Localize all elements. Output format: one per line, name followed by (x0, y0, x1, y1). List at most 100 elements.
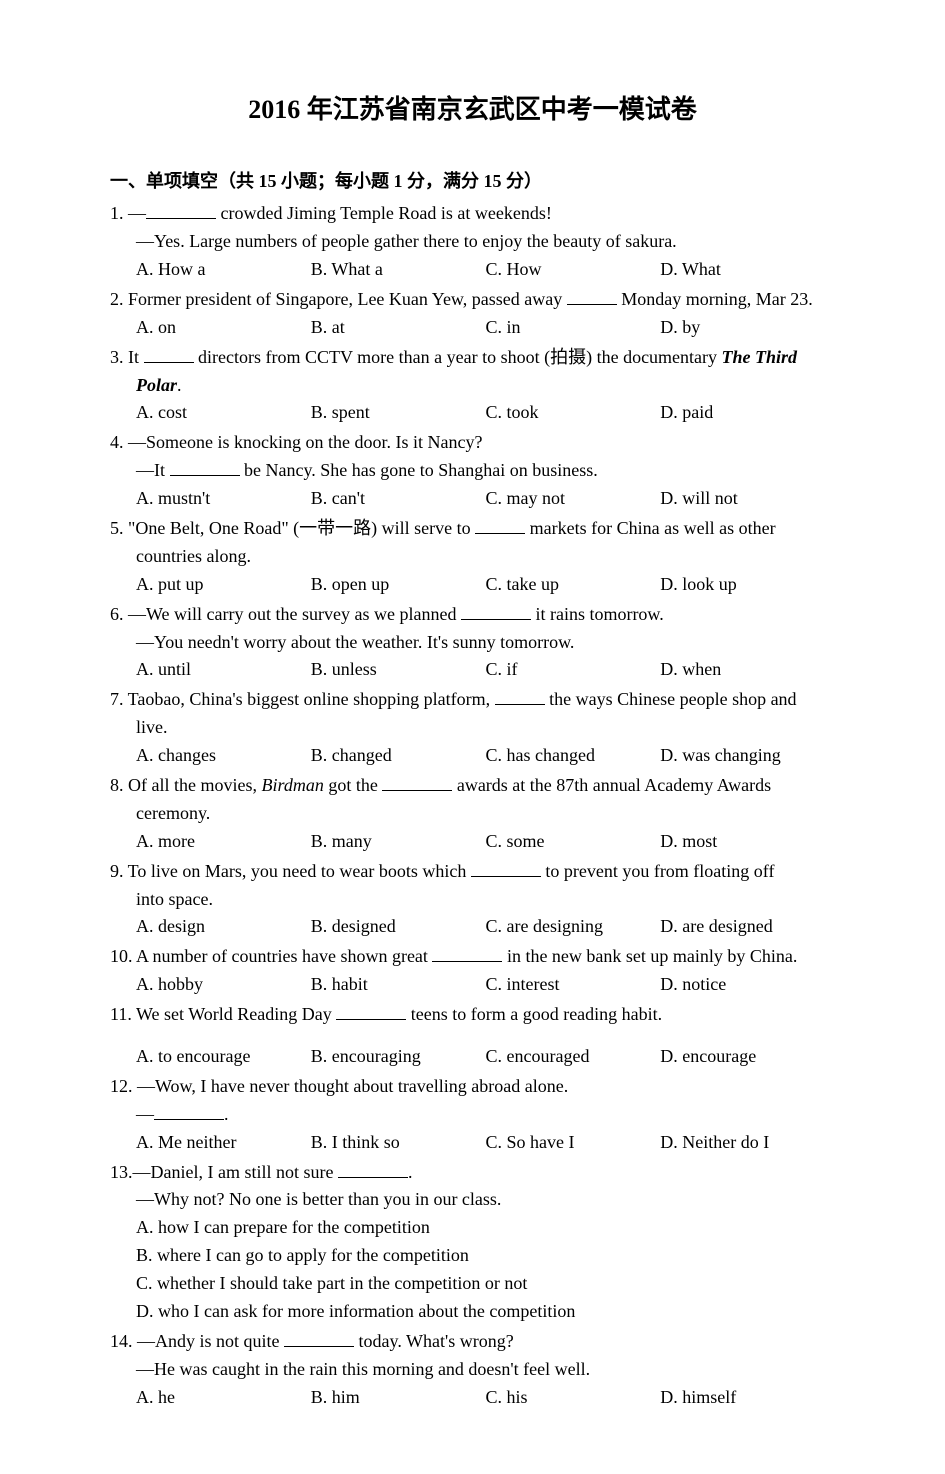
question-9: 9. To live on Mars, you need to wear boo… (110, 858, 835, 942)
q5-line2: countries along. (110, 543, 835, 571)
blank (154, 1101, 224, 1120)
blank (461, 601, 531, 620)
q9-text-b: to prevent you from floating off (541, 861, 775, 881)
q3-opt-b: B. spent (311, 399, 486, 427)
q6-text-a: 6. —We will carry out the survey as we p… (110, 604, 461, 624)
q8-options: A. more B. many C. some D. most (110, 828, 835, 856)
q12-opt-d: D. Neither do I (660, 1129, 835, 1157)
q14-line2: —He was caught in the rain this morning … (110, 1356, 835, 1384)
blank (567, 286, 617, 305)
q2-opt-d: D. by (660, 314, 835, 342)
q3-text-c: . (177, 375, 182, 395)
q3-text-a: 3. It (110, 347, 144, 367)
q4-opt-c: C. may not (486, 485, 661, 513)
q4-opt-d: D. will not (660, 485, 835, 513)
q11-options: A. to encourage B. encouraging C. encour… (110, 1043, 835, 1071)
q8-line1: 8. Of all the movies, Birdman got the aw… (110, 772, 835, 800)
blank (382, 772, 452, 791)
question-2: 2. Former president of Singapore, Lee Ku… (110, 286, 835, 342)
q7-text-b: the ways Chinese people shop and (545, 689, 797, 709)
q14-options: A. he B. him C. his D. himself (110, 1384, 835, 1412)
question-1: 1. — crowded Jiming Temple Road is at we… (110, 200, 835, 284)
q12-text-b: . (224, 1104, 229, 1124)
q7-opt-a: A. changes (136, 742, 311, 770)
q8-text-b: got the (324, 775, 383, 795)
q6-line1: 6. —We will carry out the survey as we p… (110, 601, 835, 629)
q9-opt-b: B. designed (311, 913, 486, 941)
q11-line1: 11. We set World Reading Day teens to fo… (110, 1001, 835, 1029)
q7-line2: live. (110, 714, 835, 742)
blank (284, 1328, 354, 1347)
q10-text-a: 10. A number of countries have shown gre… (110, 946, 432, 966)
question-11: 11. We set World Reading Day teens to fo… (110, 1001, 835, 1071)
q4-opt-b: B. can't (311, 485, 486, 513)
q9-opt-d: D. are designed (660, 913, 835, 941)
q12-line2: —. (110, 1101, 835, 1129)
q13-opt-c: C. whether I should take part in the com… (110, 1270, 835, 1298)
q8-opt-b: B. many (311, 828, 486, 856)
q11-text-a: 11. We set World Reading Day (110, 1004, 336, 1024)
q7-text-a: 7. Taobao, China's biggest online shoppi… (110, 689, 495, 709)
blank (336, 1001, 406, 1020)
q12-line1: 12. —Wow, I have never thought about tra… (110, 1073, 835, 1101)
question-7: 7. Taobao, China's biggest online shoppi… (110, 686, 835, 770)
q14-text-a: 14. —Andy is not quite (110, 1331, 284, 1351)
q6-opt-c: C. if (486, 656, 661, 684)
q14-text-b: today. What's wrong? (354, 1331, 514, 1351)
q5-opt-b: B. open up (311, 571, 486, 599)
q14-opt-b: B. him (311, 1384, 486, 1412)
q11-opt-c: C. encouraged (486, 1043, 661, 1071)
question-5: 5. "One Belt, One Road" (一带一路) will serv… (110, 515, 835, 599)
q10-text-b: in the new bank set up mainly by China. (502, 946, 797, 966)
q5-opt-a: A. put up (136, 571, 311, 599)
q12-text-a: — (136, 1104, 154, 1124)
q8-opt-d: D. most (660, 828, 835, 856)
question-14: 14. —Andy is not quite today. What's wro… (110, 1328, 835, 1412)
q5-text-b: markets for China as well as other (525, 518, 775, 538)
q6-text-b: it rains tomorrow. (531, 604, 664, 624)
q9-options: A. design B. designed C. are designing D… (110, 913, 835, 941)
q4-line1: 4. —Someone is knocking on the door. Is … (110, 429, 835, 457)
question-12: 12. —Wow, I have never thought about tra… (110, 1073, 835, 1157)
q6-options: A. until B. unless C. if D. when (110, 656, 835, 684)
q13-text-b: . (408, 1162, 413, 1182)
q10-opt-a: A. hobby (136, 971, 311, 999)
question-10: 10. A number of countries have shown gre… (110, 943, 835, 999)
blank (338, 1159, 408, 1178)
q7-opt-c: C. has changed (486, 742, 661, 770)
exam-title: 2016 年江苏省南京玄武区中考一模试卷 (110, 90, 835, 130)
q11-opt-d: D. encourage (660, 1043, 835, 1071)
q3-line2: Polar. (110, 372, 835, 400)
q13-opt-a: A. how I can prepare for the competition (110, 1214, 835, 1242)
q11-opt-b: B. encouraging (311, 1043, 486, 1071)
q3-opt-d: D. paid (660, 399, 835, 427)
blank (170, 457, 240, 476)
q1-opt-d: D. What (660, 256, 835, 284)
q9-line2: into space. (110, 886, 835, 914)
blank (144, 344, 194, 363)
q13-opt-b: B. where I can go to apply for the compe… (110, 1242, 835, 1270)
q12-opt-a: A. Me neither (136, 1129, 311, 1157)
blank (471, 858, 541, 877)
q6-opt-b: B. unless (311, 656, 486, 684)
q13-text-a: 13.—Daniel, I am still not sure (110, 1162, 338, 1182)
q7-line1: 7. Taobao, China's biggest online shoppi… (110, 686, 835, 714)
q1-text-a: 1. — (110, 203, 146, 223)
exam-page: 2016 年江苏省南京玄武区中考一模试卷 一、单项填空（共 15 小题；每小题 … (0, 0, 945, 1474)
q3-italic-2: Polar (136, 375, 177, 395)
q3-text-b: directors from CCTV more than a year to … (194, 347, 722, 367)
blank (475, 515, 525, 534)
q13-line2: —Why not? No one is better than you in o… (110, 1186, 835, 1214)
q8-text-a: 8. Of all the movies, (110, 775, 261, 795)
q14-line1: 14. —Andy is not quite today. What's wro… (110, 1328, 835, 1356)
q2-line1: 2. Former president of Singapore, Lee Ku… (110, 286, 835, 314)
q14-opt-a: A. he (136, 1384, 311, 1412)
spacer (110, 1029, 835, 1043)
q1-options: A. How a B. What a C. How D. What (110, 256, 835, 284)
q8-opt-a: A. more (136, 828, 311, 856)
q10-line1: 10. A number of countries have shown gre… (110, 943, 835, 971)
q4-opt-a: A. mustn't (136, 485, 311, 513)
q3-italic-1: The Third (722, 347, 798, 367)
q2-opt-a: A. on (136, 314, 311, 342)
q6-opt-d: D. when (660, 656, 835, 684)
